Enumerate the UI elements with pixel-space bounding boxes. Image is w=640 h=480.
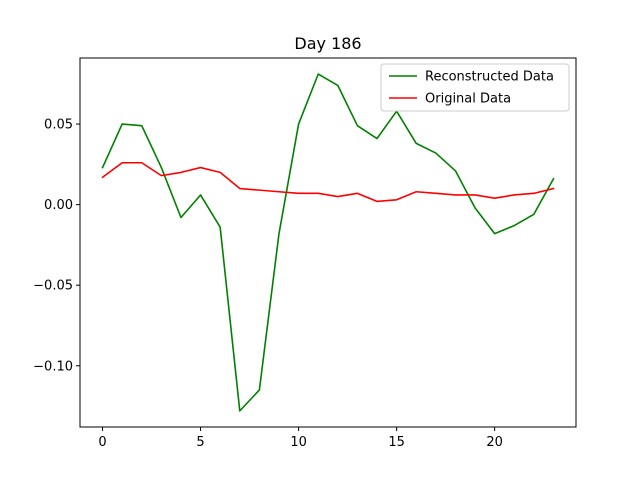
- legend: Reconstructed Data Original Data: [380, 63, 570, 112]
- x-tick-label: 15: [388, 435, 405, 450]
- x-tick-label: 10: [290, 435, 307, 450]
- series-lines: [101, 73, 555, 412]
- y-tick-label: 0.00: [44, 198, 73, 213]
- legend-box: [380, 63, 570, 112]
- axes: 0 5 10 15 20 −0.10 −0.05 0.00 0.05: [33, 57, 577, 450]
- x-tick-label: 5: [196, 435, 204, 450]
- legend-label: Original Data: [425, 92, 511, 107]
- x-tick-label: 0: [98, 435, 106, 450]
- y-tick-label: 0.05: [44, 118, 73, 133]
- y-tick-label: −0.05: [33, 279, 73, 294]
- series-line-original: [101, 161, 555, 203]
- plot-frame: [79, 57, 577, 428]
- series-line-reconstructed: [101, 73, 555, 412]
- y-tick-label: −0.10: [33, 359, 73, 374]
- legend-label: Reconstructed Data: [425, 70, 554, 85]
- x-tick-label: 20: [486, 435, 503, 450]
- chart-title: Day 186: [294, 34, 361, 53]
